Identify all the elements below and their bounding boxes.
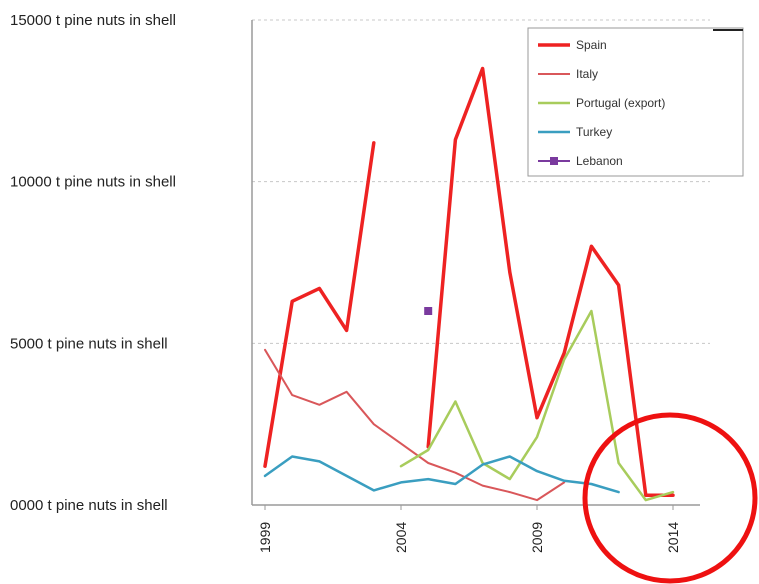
spain-line — [426, 66, 675, 498]
x-tick-label: 1999 — [257, 522, 273, 553]
legend-label-lebanon: Lebanon — [576, 154, 623, 168]
lebanon-point — [424, 307, 433, 315]
italy-line — [264, 348, 566, 502]
legend-label-turkey: Turkey — [576, 125, 612, 139]
y-tick-label: 10000 t pine nuts in shell — [10, 174, 176, 191]
turkey-line — [263, 455, 620, 494]
x-tick-label: 2004 — [393, 522, 409, 553]
y-tick-label: 0000 t pine nuts in shell — [10, 497, 168, 514]
y-tick-label: 15000 t pine nuts in shell — [10, 12, 176, 29]
x-tick-label: 2014 — [665, 522, 681, 553]
x-tick-label: 2009 — [529, 522, 545, 553]
y-tick-labels: 0000 t pine nuts in shell 5000 t pine nut… — [10, 12, 176, 514]
legend-label-italy: Italy — [576, 67, 598, 81]
spain-line — [263, 141, 376, 468]
axes — [251, 20, 700, 506]
highlight-circle — [582, 412, 758, 584]
x-tick-labels: 1999 2004 2009 2014 — [257, 505, 681, 553]
annotation-group — [582, 412, 758, 584]
legend: Spain Italy Portugal (export) Turkey Lebanon — [527, 27, 744, 177]
y-tick-label: 5000 t pine nuts in shell — [10, 335, 168, 352]
grid-lines — [252, 19, 710, 344]
portugal-export-line — [399, 309, 675, 502]
legend-marker-lebanon — [550, 157, 558, 165]
legend-label-portugal-export: Portugal (export) — [576, 96, 665, 110]
series-group — [263, 66, 675, 502]
legend-label-spain: Spain — [576, 38, 607, 52]
